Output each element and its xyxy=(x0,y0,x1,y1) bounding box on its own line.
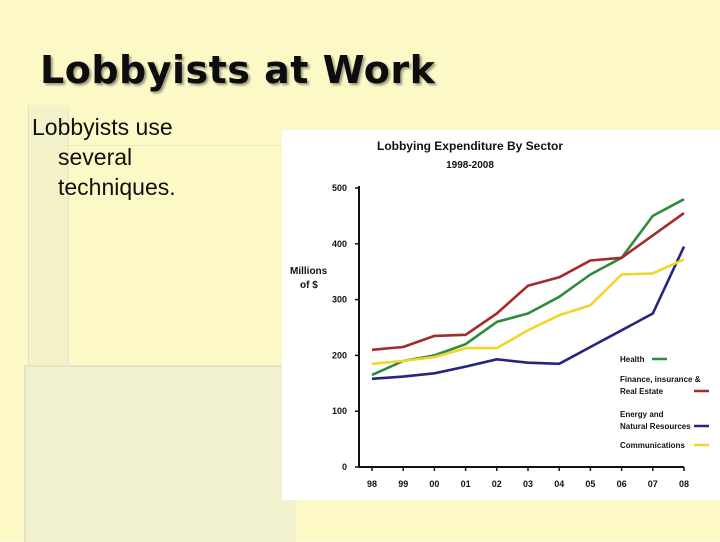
bullet-line: Lobbyists use xyxy=(32,114,173,140)
bullet-line: several xyxy=(58,144,133,170)
legend-label: Energy and xyxy=(620,410,664,419)
series-line xyxy=(371,212,685,352)
x-tick-label: 05 xyxy=(585,479,595,489)
y-axis-label: of $ xyxy=(300,280,318,291)
x-tick-label: 02 xyxy=(492,479,502,489)
x-tick-label: 08 xyxy=(679,479,689,489)
decorative-rule xyxy=(67,110,69,540)
decorative-panel xyxy=(24,365,296,542)
x-tick-label: 99 xyxy=(398,479,408,489)
series-line xyxy=(371,258,685,366)
legend-label: Communications xyxy=(620,441,685,450)
y-tick-label: 0 xyxy=(342,462,347,472)
x-tick-label: 03 xyxy=(523,479,533,489)
y-tick-label: 500 xyxy=(332,183,347,193)
legend-label: Real Estate xyxy=(620,387,664,396)
x-tick-label: 06 xyxy=(617,479,627,489)
legend-label: Natural Resources xyxy=(620,422,691,431)
chart-svg: Lobbying Expenditure By Sector 1998-2008… xyxy=(290,139,709,489)
chart-subtitle: 1998-2008 xyxy=(446,160,494,171)
series-line xyxy=(371,246,686,381)
chart-title: Lobbying Expenditure By Sector xyxy=(377,139,563,153)
y-tick-label: 200 xyxy=(332,350,347,360)
y-tick-label: 100 xyxy=(332,406,347,416)
x-tick-label: 00 xyxy=(429,479,439,489)
x-tick-label: 01 xyxy=(461,479,471,489)
y-tick-label: 300 xyxy=(332,295,347,305)
y-tick-label: 400 xyxy=(332,239,347,249)
lobbying-chart: Lobbying Expenditure By Sector 1998-2008… xyxy=(282,130,720,500)
bullet-line: techniques. xyxy=(58,174,176,200)
legend-label: Finance, insurance & xyxy=(620,375,701,384)
decorative-rule xyxy=(60,145,310,146)
x-tick-label: 04 xyxy=(554,479,564,489)
x-tick-label: 98 xyxy=(367,479,377,489)
legend-label: Health xyxy=(620,355,645,364)
bullet-text: Lobbyists use several techniques. xyxy=(32,112,282,202)
x-tick-label: 07 xyxy=(648,479,658,489)
y-axis-label: Millions xyxy=(290,266,328,277)
slide-title: Lobbyists at Work xyxy=(40,48,436,92)
